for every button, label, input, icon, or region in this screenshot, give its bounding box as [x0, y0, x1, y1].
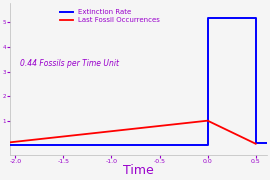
X-axis label: Time: Time [123, 164, 154, 177]
Text: 0.44 Fossils per Time Unit: 0.44 Fossils per Time Unit [20, 59, 119, 68]
Legend: Extinction Rate, Last Fossil Occurrences: Extinction Rate, Last Fossil Occurrences [60, 9, 160, 23]
